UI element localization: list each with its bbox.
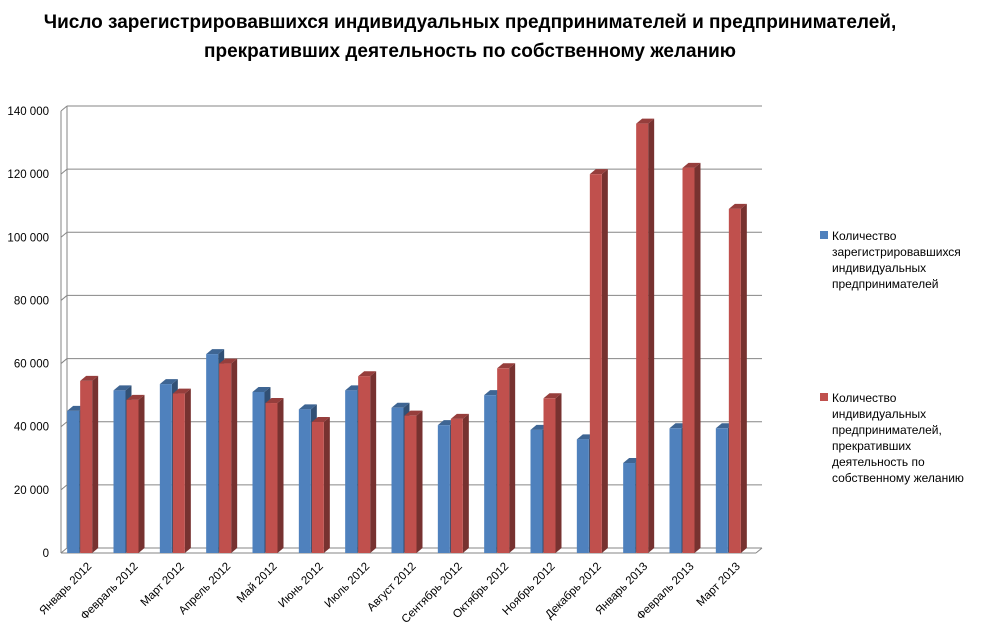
- bar-ceased-октябрь-2012-top: [497, 363, 516, 369]
- y-tick-label: 80 000: [14, 295, 49, 307]
- bar-ceased-январь-2012-top: [80, 375, 99, 381]
- gridline-depth-5: [60, 231, 68, 238]
- bar-ceased-январь-2012: [80, 380, 93, 553]
- bar-ceased-июль-2012: [358, 376, 371, 553]
- bar-ceased-май-2012-side: [277, 398, 284, 553]
- bar-ceased-январь-2013: [636, 123, 649, 553]
- legend-item-registered: Количество зарегистрировавшихся индивиду…: [820, 228, 982, 292]
- bar-ceased-апрель-2012-top: [219, 358, 238, 364]
- y-tick-labels: 0 20 000 40 000 60 000 80 000 100 000 120 000 1…: [7, 106, 49, 560]
- bar-ceased-апрель-2012: [219, 363, 232, 553]
- bar-ceased-июль-2012-side: [370, 371, 377, 553]
- legend-item-ceased: Количество индивидуальных предпринимател…: [820, 390, 982, 486]
- bar-registered-февраль-2013: [669, 428, 682, 553]
- bar-registered-декабрь-2012: [576, 439, 589, 553]
- bar-ceased-август-2012-side: [416, 410, 423, 553]
- bar-registered-август-2012-top: [391, 402, 410, 408]
- bar-registered-май-2012: [252, 391, 265, 553]
- bar-ceased-март-2012-side: [184, 388, 191, 553]
- y-tick-label: 40 000: [14, 422, 49, 434]
- bar-ceased-декабрь-2012-side: [601, 169, 608, 553]
- x-tick-label: Июль 2012: [323, 561, 373, 611]
- y-tick-label: 120 000: [7, 169, 49, 181]
- bar-ceased-февраль-2013-top: [682, 162, 701, 168]
- bar-ceased-декабрь-2012: [589, 174, 602, 553]
- bar-ceased-сентябрь-2012: [450, 418, 463, 553]
- bar-registered-февраль-2012: [113, 390, 126, 553]
- bar-ceased-май-2012: [265, 403, 278, 553]
- bar-ceased-октябрь-2012: [497, 368, 510, 553]
- x-axis-depth-line: [755, 547, 763, 554]
- bar-ceased-январь-2013-top: [636, 118, 655, 124]
- bar-ceased-ноябрь-2012: [543, 398, 556, 553]
- bar-ceased-январь-2013-side: [648, 118, 655, 553]
- chart-title: Число зарегистрировавшихся индивидуальны…: [43, 12, 897, 62]
- bar-registered-ноябрь-2012: [530, 429, 543, 553]
- bar-ceased-март-2012-top: [172, 388, 191, 394]
- x-tick-label: Март 2013: [695, 561, 743, 609]
- bar-ceased-сентябрь-2012-top: [450, 413, 469, 419]
- gridline-depth-0: [60, 547, 68, 554]
- y-tick-label: 20 000: [14, 485, 49, 497]
- y-tick-label: 100 000: [7, 232, 49, 244]
- bar-ceased-январь-2012-side: [92, 375, 99, 553]
- bar-registered-апрель-2012: [206, 354, 219, 553]
- bar-ceased-сентябрь-2012-side: [462, 413, 469, 553]
- legend-swatch-ceased: [820, 393, 828, 401]
- gridline-depth-1: [60, 484, 68, 491]
- bar-registered-октябрь-2012: [484, 395, 497, 553]
- bar-registered-июнь-2012: [298, 409, 311, 553]
- bar-registered-август-2012: [391, 407, 404, 553]
- bar-ceased-июнь-2012-top: [311, 416, 330, 422]
- bar-ceased-ноябрь-2012-top: [543, 393, 562, 399]
- gridline-depth-2: [60, 421, 68, 428]
- y-tick-label: 140 000: [7, 106, 49, 118]
- bar-ceased-март-2013: [728, 208, 741, 553]
- gridline-depth-3: [60, 358, 68, 364]
- bar-registered-сентябрь-2012: [437, 425, 450, 553]
- x-tick-label: Май 2012: [235, 561, 280, 606]
- bar-ceased-август-2012-top: [404, 410, 423, 416]
- bar-ceased-март-2013-top: [728, 203, 747, 209]
- bar-registered-апрель-2012-top: [206, 349, 225, 355]
- bar-ceased-апрель-2012-side: [231, 358, 238, 553]
- gridline-depth-6: [60, 168, 68, 175]
- legend-label-registered: Количество зарегистрировавшихся индивиду…: [832, 229, 961, 291]
- bar-registered-март-2012-top: [159, 379, 178, 385]
- bar-ceased-декабрь-2012-top: [589, 169, 608, 175]
- y-tick-label: 0: [43, 548, 49, 560]
- bar-ceased-март-2013-side: [740, 203, 747, 553]
- bar-ceased-февраль-2012-side: [138, 394, 145, 553]
- bar-ceased-июль-2012-top: [358, 371, 377, 377]
- bar-ceased-октябрь-2012-side: [509, 363, 516, 553]
- bar-ceased-февраль-2013: [682, 167, 695, 554]
- bar-ceased-февраль-2012: [126, 399, 139, 553]
- legend-label-ceased: Количество индивидуальных предпринимател…: [832, 391, 964, 485]
- x-tick-label: Март 2012: [139, 561, 187, 609]
- bar-registered-январь-2013: [623, 463, 636, 553]
- gridline-depth-7: [60, 105, 68, 112]
- bar-registered-май-2012-top: [252, 386, 271, 392]
- gridline-depth-4: [60, 295, 68, 301]
- bar-ceased-март-2012: [172, 393, 185, 553]
- bar-ceased-июнь-2012-side: [323, 416, 330, 553]
- bar-registered-март-2012: [159, 384, 172, 553]
- y-tick-label: 60 000: [14, 359, 49, 371]
- bar-ceased-август-2012: [404, 415, 417, 553]
- bar-ceased-май-2012-top: [265, 398, 284, 404]
- bar-registered-июль-2012: [345, 390, 358, 553]
- x-tick-label: Июнь 2012: [276, 561, 326, 611]
- bar-ceased-февраль-2013-side: [694, 162, 701, 554]
- bars: [67, 118, 747, 554]
- bar-ceased-ноябрь-2012-side: [555, 393, 562, 553]
- bar-registered-январь-2012: [67, 410, 80, 553]
- bar-registered-февраль-2012-top: [113, 385, 132, 391]
- legend-swatch-registered: [820, 231, 828, 239]
- bar-ceased-февраль-2012-top: [126, 394, 145, 400]
- bar-registered-март-2013: [715, 428, 728, 553]
- bar-registered-июнь-2012-top: [298, 404, 317, 410]
- bar-ceased-июнь-2012: [311, 421, 324, 553]
